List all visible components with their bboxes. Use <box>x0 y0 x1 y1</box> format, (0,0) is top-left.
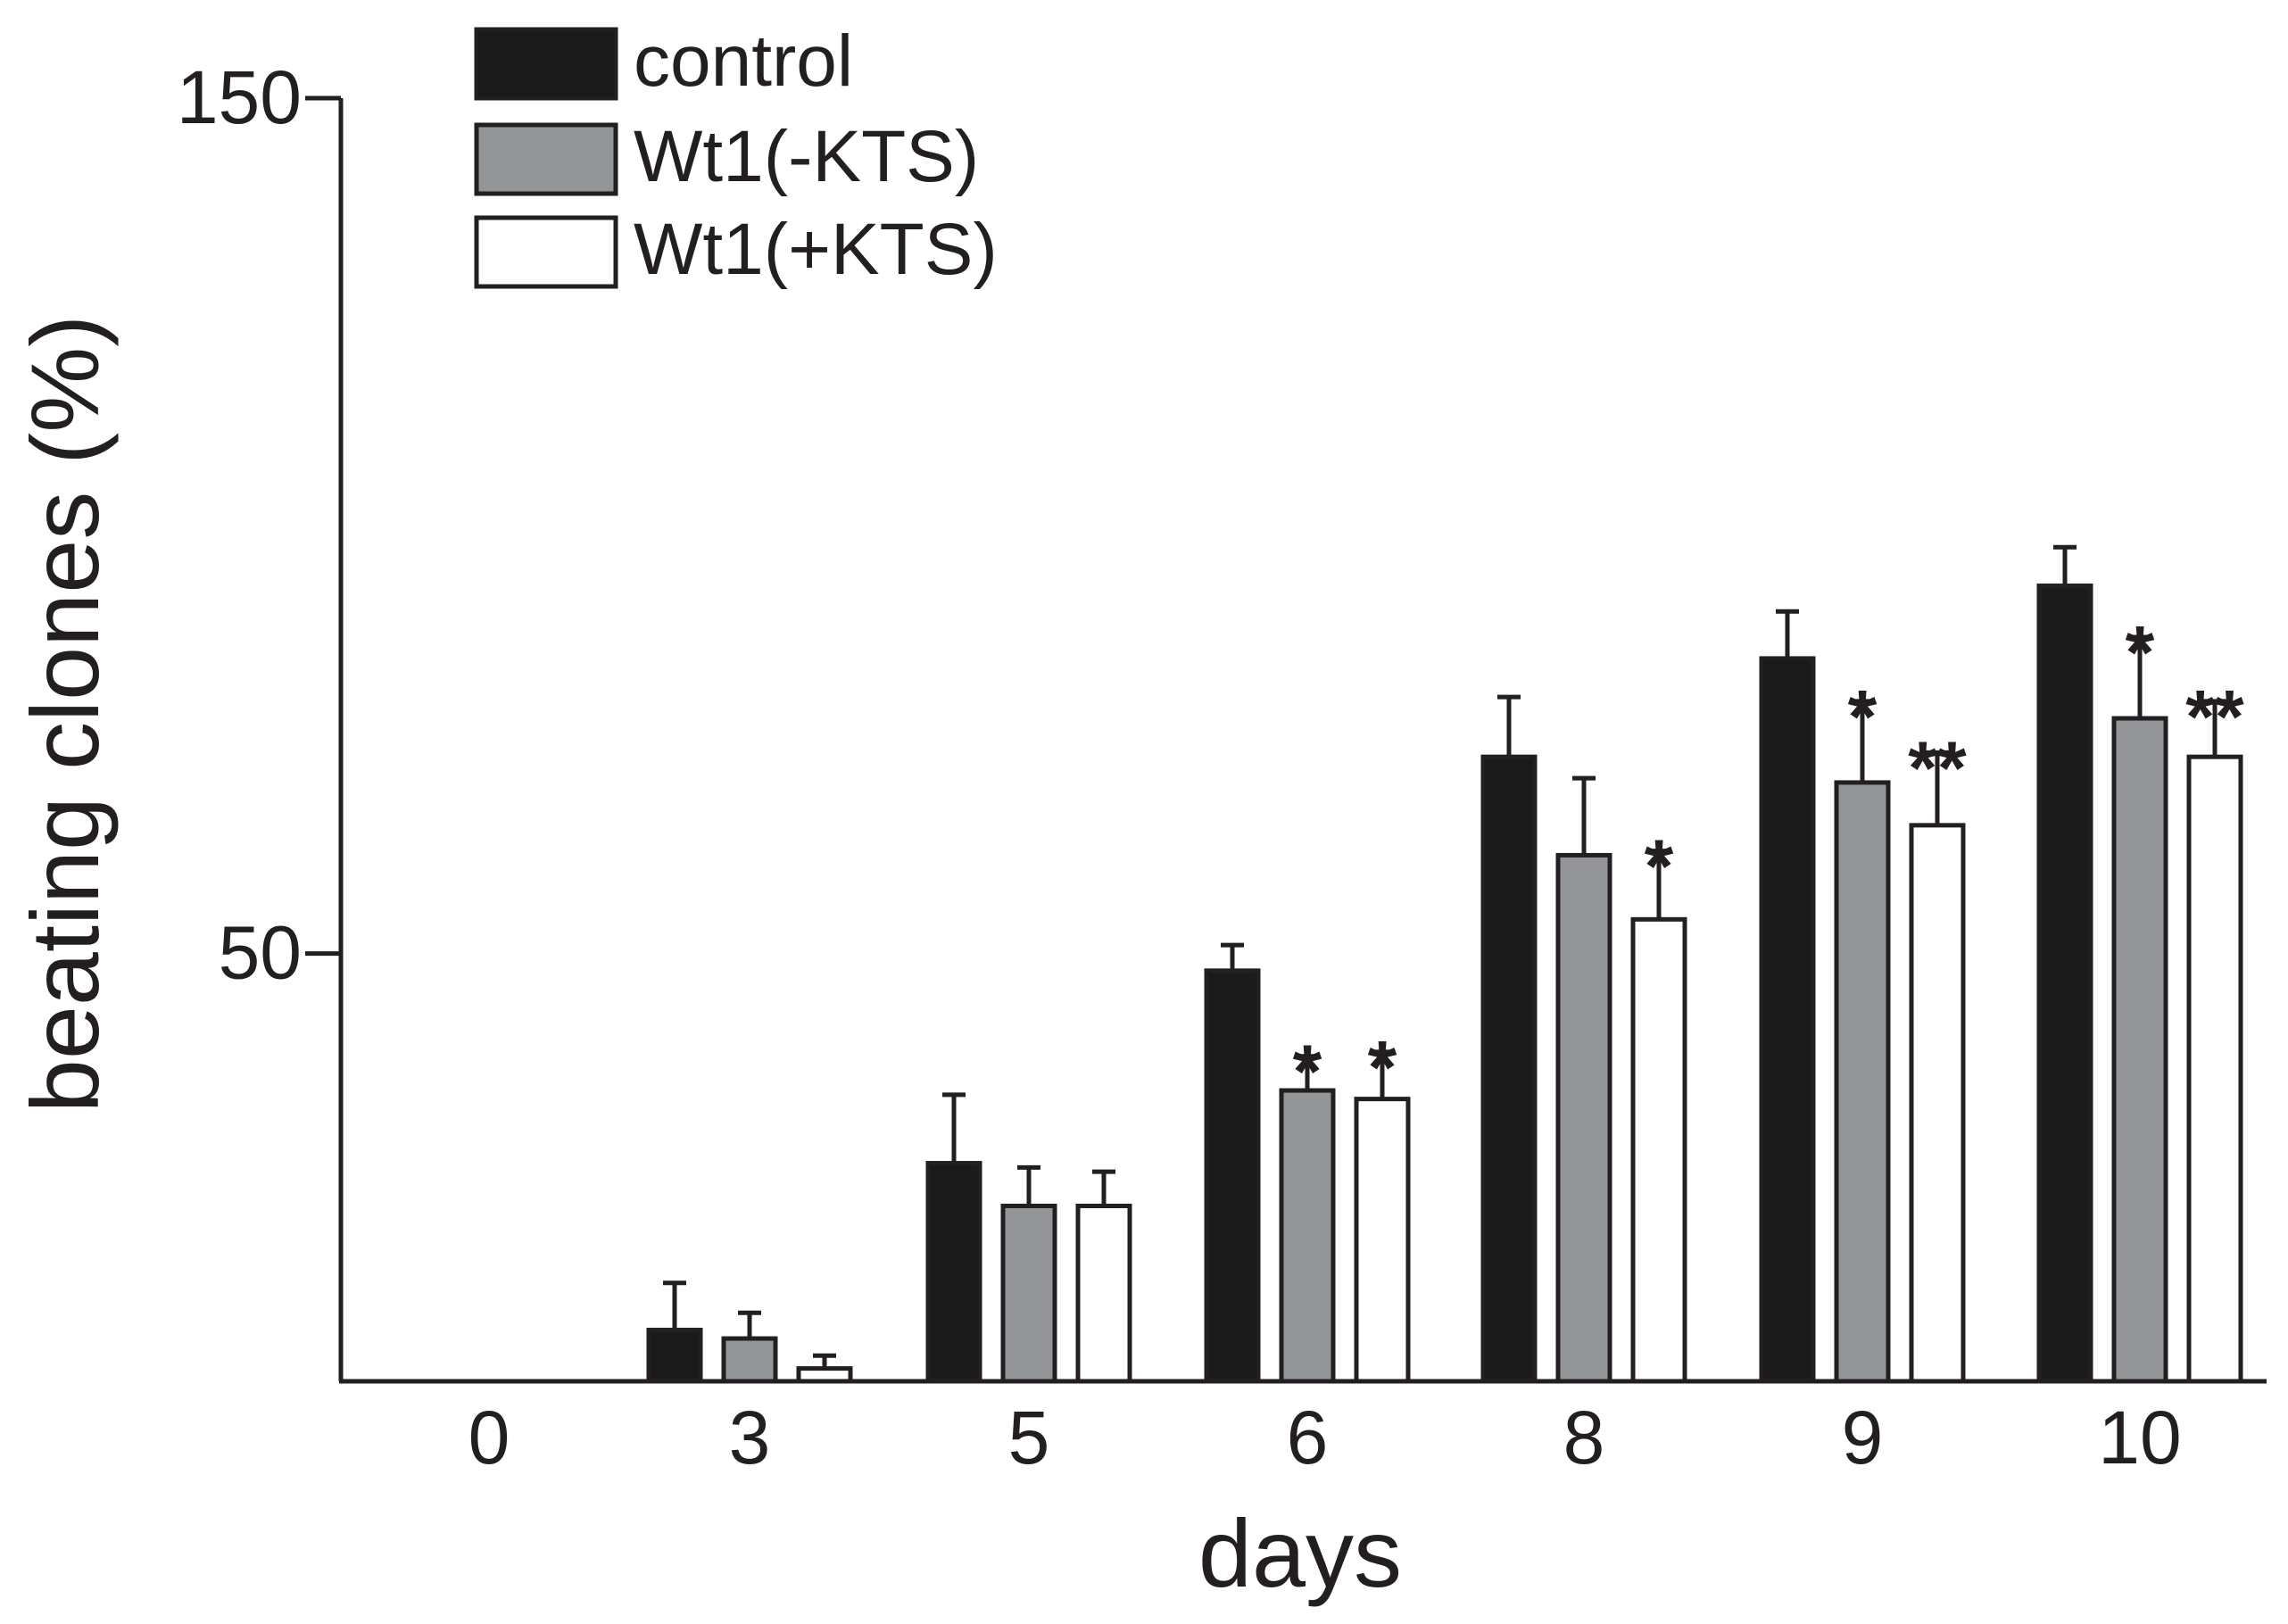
x-tick-label: 0 <box>468 1396 510 1479</box>
bar <box>2036 583 2093 1384</box>
x-tick-label: 9 <box>1842 1396 1884 1479</box>
bar <box>796 1366 853 1384</box>
y-tick-label: 50 <box>219 911 302 995</box>
significance-star: ** <box>1908 725 1967 809</box>
legend-swatch <box>474 122 618 196</box>
bar <box>1000 1203 1057 1384</box>
x-tick-label: 10 <box>2098 1396 2181 1479</box>
y-axis-label: beating clones (%) <box>11 315 119 1113</box>
significance-star: * <box>2126 610 2155 694</box>
bar <box>1630 916 1687 1384</box>
bar <box>1759 656 1816 1384</box>
bar <box>1279 1088 1336 1384</box>
x-tick-label: 5 <box>1008 1396 1050 1479</box>
bar <box>1480 754 1538 1384</box>
significance-star: * <box>1848 675 1878 758</box>
legend-swatch <box>474 215 618 289</box>
bar <box>2186 754 2243 1384</box>
legend-label: control <box>634 21 853 102</box>
chart-legend: control Wt1(-KTS) Wt1(+KTS) <box>474 21 998 290</box>
legend-swatch <box>474 27 618 101</box>
x-axis-label: days <box>1198 1499 1402 1607</box>
significance-star: * <box>1645 824 1674 908</box>
bar <box>1204 968 1261 1384</box>
bar <box>1834 780 1891 1384</box>
bar <box>1354 1097 1411 1384</box>
bar <box>2111 716 2168 1384</box>
bar <box>1555 852 1612 1384</box>
chart-bars: ********* <box>646 544 2244 1384</box>
significance-star: * <box>1368 1025 1397 1109</box>
bar <box>721 1336 778 1384</box>
y-tick-label: 150 <box>177 55 302 139</box>
chart-axes: 150 50 0 3 5 6 8 9 10 <box>177 55 2267 1479</box>
significance-star: * <box>1293 1030 1322 1114</box>
bar <box>646 1327 703 1384</box>
x-tick-label: 8 <box>1563 1396 1605 1479</box>
significance-star: ** <box>2185 675 2244 758</box>
bar <box>925 1161 982 1384</box>
legend-label: Wt1(-KTS) <box>634 116 979 197</box>
bar <box>1075 1203 1132 1384</box>
bar <box>1909 823 1966 1384</box>
x-tick-label: 6 <box>1287 1396 1329 1479</box>
legend-label: Wt1(+KTS) <box>634 209 998 290</box>
x-tick-label: 3 <box>729 1396 771 1479</box>
